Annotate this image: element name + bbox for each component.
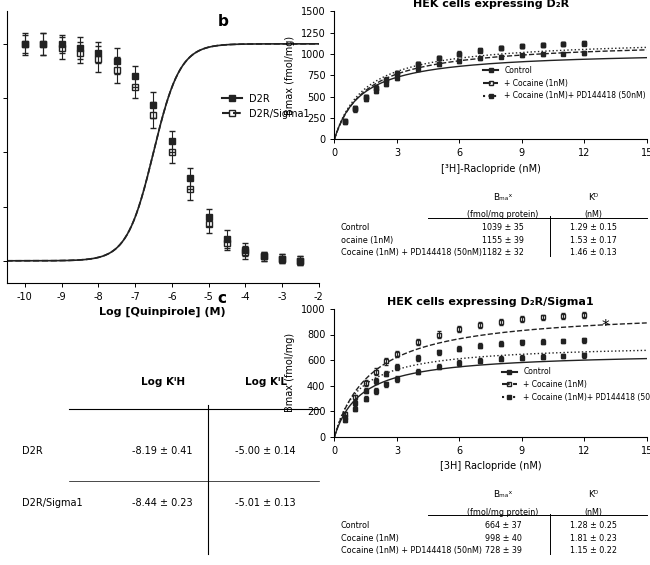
Legend: Control, + Cocaine (1nM), + Cocaine (1nM)+ PD144418 (50nM): Control, + Cocaine (1nM), + Cocaine (1nM… bbox=[499, 364, 650, 405]
Text: *: * bbox=[601, 319, 609, 334]
Text: Control: Control bbox=[341, 223, 370, 232]
Text: Cocaine (1nM): Cocaine (1nM) bbox=[341, 534, 398, 543]
Text: (nM): (nM) bbox=[584, 210, 603, 219]
Title: HEK cells expressing D₂R/Sigma1: HEK cells expressing D₂R/Sigma1 bbox=[387, 297, 594, 307]
Title: HEK cells expressing D₂R: HEK cells expressing D₂R bbox=[413, 0, 569, 9]
Text: Cocaine (1nM) + PD144418 (50nM): Cocaine (1nM) + PD144418 (50nM) bbox=[341, 249, 482, 258]
Text: D2R: D2R bbox=[22, 446, 43, 455]
Text: (fmol/mg protein): (fmol/mg protein) bbox=[467, 210, 539, 219]
Y-axis label: Bmax (fmol/mg): Bmax (fmol/mg) bbox=[285, 333, 295, 412]
Text: Bₘₐˣ: Bₘₐˣ bbox=[493, 490, 513, 499]
Legend: D2R, D2R/Sigma1: D2R, D2R/Sigma1 bbox=[218, 90, 314, 123]
Text: Log KᴵL: Log KᴵL bbox=[244, 376, 287, 386]
Text: Kᴰ: Kᴰ bbox=[589, 490, 599, 499]
Text: 1.15 ± 0.22: 1.15 ± 0.22 bbox=[570, 546, 617, 555]
X-axis label: [3H] Raclopride (nM): [3H] Raclopride (nM) bbox=[440, 462, 541, 471]
X-axis label: [³H]-Raclopride (nM): [³H]-Raclopride (nM) bbox=[441, 164, 541, 174]
X-axis label: Log [Quinpirole] (M): Log [Quinpirole] (M) bbox=[99, 307, 226, 318]
Text: -8.44 ± 0.23: -8.44 ± 0.23 bbox=[133, 498, 193, 508]
Text: -8.19 ± 0.41: -8.19 ± 0.41 bbox=[133, 446, 193, 455]
Legend: Control, + Cocaine (1nM), + Cocaine (1nM)+ PD144418 (50nM): Control, + Cocaine (1nM), + Cocaine (1nM… bbox=[480, 63, 649, 103]
Text: Control: Control bbox=[341, 521, 370, 530]
Text: 1039 ± 35: 1039 ± 35 bbox=[482, 223, 524, 232]
Text: 1.29 ± 0.15: 1.29 ± 0.15 bbox=[570, 223, 617, 232]
Text: 1.46 ± 0.13: 1.46 ± 0.13 bbox=[570, 249, 617, 258]
Text: (nM): (nM) bbox=[584, 507, 603, 516]
Text: 998 ± 40: 998 ± 40 bbox=[485, 534, 521, 543]
Text: ocaine (1nM): ocaine (1nM) bbox=[341, 236, 393, 245]
Text: -5.01 ± 0.13: -5.01 ± 0.13 bbox=[235, 498, 296, 508]
Text: 1155 ± 39: 1155 ± 39 bbox=[482, 236, 524, 245]
Text: 664 ± 37: 664 ± 37 bbox=[485, 521, 521, 530]
Text: c: c bbox=[218, 291, 227, 306]
Text: 1.81 ± 0.23: 1.81 ± 0.23 bbox=[570, 534, 617, 543]
Text: 1182 ± 32: 1182 ± 32 bbox=[482, 249, 524, 258]
Text: Cocaine (1nM) + PD144418 (50nM): Cocaine (1nM) + PD144418 (50nM) bbox=[341, 546, 482, 555]
Text: 1.28 ± 0.25: 1.28 ± 0.25 bbox=[570, 521, 617, 530]
Text: Log KᴵH: Log KᴵH bbox=[140, 376, 185, 386]
Text: 728 ± 39: 728 ± 39 bbox=[485, 546, 521, 555]
Text: Kᴰ: Kᴰ bbox=[589, 193, 599, 202]
Text: D2R/Sigma1: D2R/Sigma1 bbox=[22, 498, 83, 508]
Text: Bₘₐˣ: Bₘₐˣ bbox=[493, 193, 513, 202]
Y-axis label: Bmax (fmol/mg): Bmax (fmol/mg) bbox=[285, 36, 295, 115]
Text: 1.53 ± 0.17: 1.53 ± 0.17 bbox=[570, 236, 617, 245]
Text: b: b bbox=[218, 14, 229, 29]
Text: -5.00 ± 0.14: -5.00 ± 0.14 bbox=[235, 446, 296, 455]
Text: (fmol/mg protein): (fmol/mg protein) bbox=[467, 507, 539, 516]
